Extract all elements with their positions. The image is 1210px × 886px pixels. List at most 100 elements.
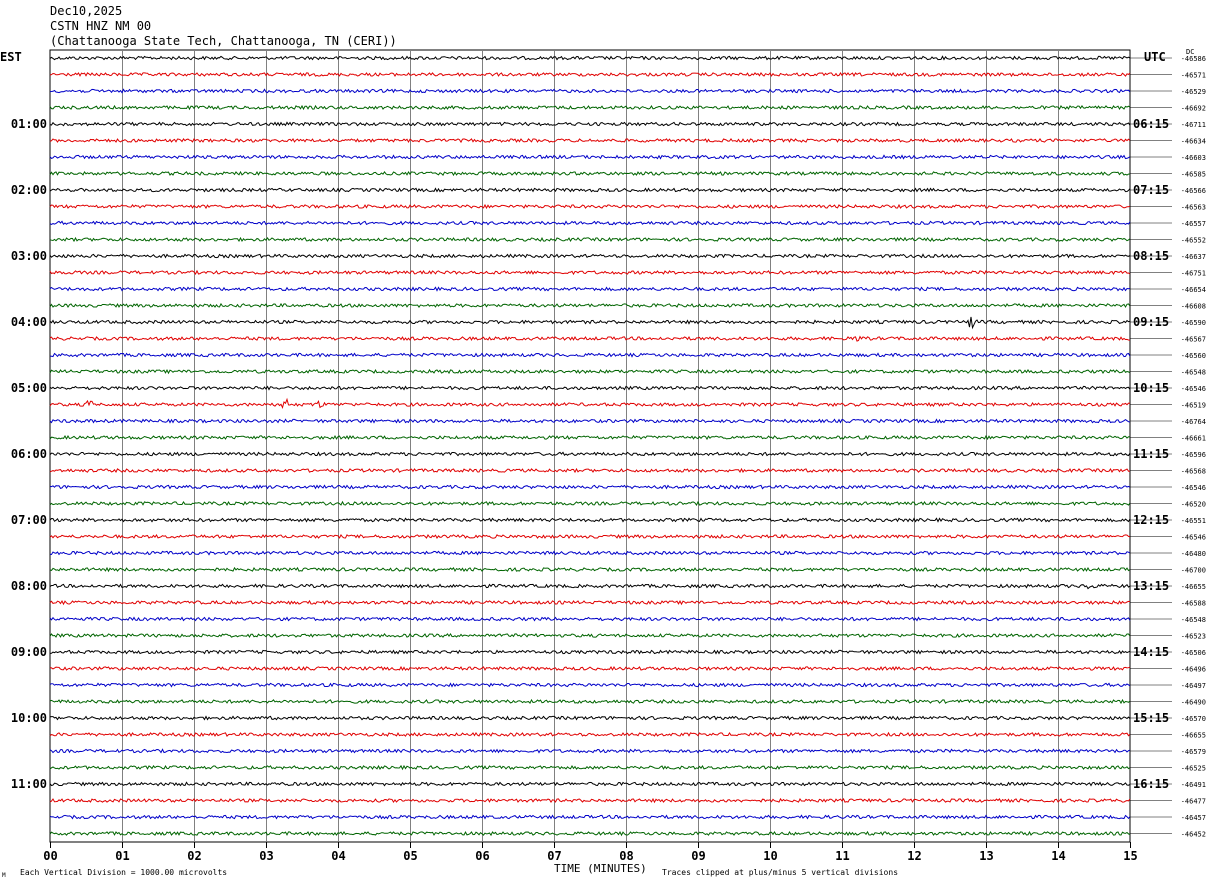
dc-offset-label: -46491 [1181, 781, 1206, 789]
trace-line-row-2 [49, 88, 1131, 94]
footer-scale-note: Each Vertical Division = 1000.00 microvo… [20, 868, 228, 877]
dc-offset-label: -46579 [1181, 748, 1206, 756]
dc-offset-label: -46637 [1181, 253, 1206, 261]
trace-line-row-31 [49, 566, 1131, 573]
trace-line-row-15 [49, 302, 1131, 309]
trace-line-row-20 [49, 385, 1131, 391]
grid-lines [49, 49, 1131, 843]
dc-label-bg [1172, 516, 1208, 524]
dc-label-bg [1172, 549, 1208, 557]
dc-label-bg [1172, 70, 1208, 79]
dc-offset-label: -46452 [1181, 831, 1206, 839]
trace-line-row-29 [49, 533, 1131, 539]
footer-clip-note: Traces clipped at plus/minus 5 vertical … [662, 868, 899, 877]
trace-line-row-28 [49, 517, 1131, 523]
dc-offset-label: -46546 [1181, 484, 1206, 492]
dc-offset-label: -46548 [1181, 616, 1206, 624]
date-label: Dec10,2025 [50, 4, 123, 18]
dc-label-bg [1172, 466, 1208, 475]
trace-group [49, 55, 1131, 837]
dc-label-bg [1172, 169, 1208, 178]
dc-offset-label: -46585 [1181, 171, 1206, 179]
trace-line-row-38 [49, 682, 1131, 688]
dc-offset-label: -46457 [1181, 814, 1206, 822]
dc-label-bg [1172, 268, 1208, 277]
dc-offset-label: -46525 [1181, 765, 1206, 773]
x-tick-label: 00 [43, 849, 57, 863]
dc-offset-label: -46523 [1181, 633, 1206, 641]
dc-offset-label: -46490 [1181, 699, 1206, 707]
plot-frame [49, 49, 1131, 843]
x-tick-label: 02 [187, 849, 201, 863]
dc-offset-label: -46654 [1181, 286, 1206, 294]
left-hour-label: 11:00 [11, 777, 47, 791]
corner-mark: M [2, 872, 6, 879]
x-tick-label: 07 [547, 849, 561, 863]
x-axis-title: TIME (MINUTES) [554, 862, 647, 875]
x-tick-label: 01 [115, 849, 129, 863]
dc-offset-label: -46751 [1181, 270, 1206, 278]
trace-line-row-32 [49, 583, 1131, 590]
dc-label-bg [1172, 648, 1208, 656]
trace-line-row-35 [49, 632, 1131, 638]
trace-line-row-22 [49, 418, 1131, 424]
x-tick-label: 10 [763, 849, 777, 863]
dc-offset-label: -46506 [1181, 649, 1206, 657]
trace-line-row-3 [49, 104, 1131, 111]
dc-label-bg [1172, 252, 1208, 260]
dc-label-bg [1172, 763, 1208, 772]
dc-label-bg [1172, 697, 1208, 706]
dc-label-bg [1172, 417, 1208, 425]
dc-label-bg [1172, 186, 1208, 194]
trace-line-row-7 [49, 170, 1131, 177]
dc-offset-label: -46557 [1181, 220, 1206, 228]
dc-offset-label: -46566 [1181, 187, 1206, 195]
trace-line-row-16 [49, 316, 1131, 330]
x-tick-label: 14 [1051, 849, 1065, 863]
trace-line-row-44 [49, 781, 1131, 787]
trace-line-row-45 [49, 797, 1131, 804]
dc-label-bg [1172, 664, 1208, 673]
trace-line-row-26 [49, 484, 1131, 490]
x-tick-label: 05 [403, 849, 417, 863]
dc-label-bg [1172, 301, 1208, 310]
dc-label-bg [1172, 318, 1208, 326]
dc-offset-label: -46692 [1181, 105, 1206, 113]
dc-offset-label: -46477 [1181, 798, 1206, 806]
dc-label-bg [1172, 120, 1208, 128]
dc-offset-label: -46480 [1181, 550, 1206, 558]
trace-line-row-41 [49, 731, 1131, 738]
dc-offset-label: -46634 [1181, 138, 1206, 146]
dc-label-bg [1172, 499, 1208, 508]
trace-line-row-5 [49, 137, 1131, 144]
dc-label-bg [1172, 483, 1208, 491]
trace-line-row-34 [49, 616, 1131, 622]
dc-label-bg [1172, 714, 1208, 722]
x-tick-label: 06 [475, 849, 489, 863]
dc-offset-label: -46546 [1181, 534, 1206, 542]
trace-line-row-13 [49, 269, 1131, 276]
dc-offset-label: -46586 [1181, 55, 1206, 63]
location-label: (Chattanooga State Tech, Chattanooga, TN… [50, 34, 397, 48]
left-hour-label: 07:00 [11, 513, 47, 527]
dc-offset-label: -46497 [1181, 682, 1206, 690]
dc-offset-label: -46548 [1181, 369, 1206, 377]
dc-label-bg [1172, 730, 1208, 739]
trace-line-row-4 [49, 121, 1131, 127]
dc-label-bg [1172, 532, 1208, 541]
dc-label-bg [1172, 384, 1208, 392]
trace-line-row-18 [49, 352, 1131, 358]
dc-label-bg [1172, 681, 1208, 689]
trace-line-row-19 [49, 368, 1131, 375]
left-hour-label: 06:00 [11, 447, 47, 461]
dc-offset-label: -46560 [1181, 352, 1206, 360]
trace-line-row-40 [49, 715, 1131, 721]
left-hour-label: 01:00 [11, 117, 47, 131]
dc-label-bg [1172, 829, 1208, 838]
trace-line-row-17 [49, 335, 1131, 342]
trace-line-row-46 [49, 814, 1131, 820]
dc-label-bg [1172, 747, 1208, 755]
trace-line-row-25 [49, 467, 1131, 474]
dc-label-bg [1172, 813, 1208, 821]
